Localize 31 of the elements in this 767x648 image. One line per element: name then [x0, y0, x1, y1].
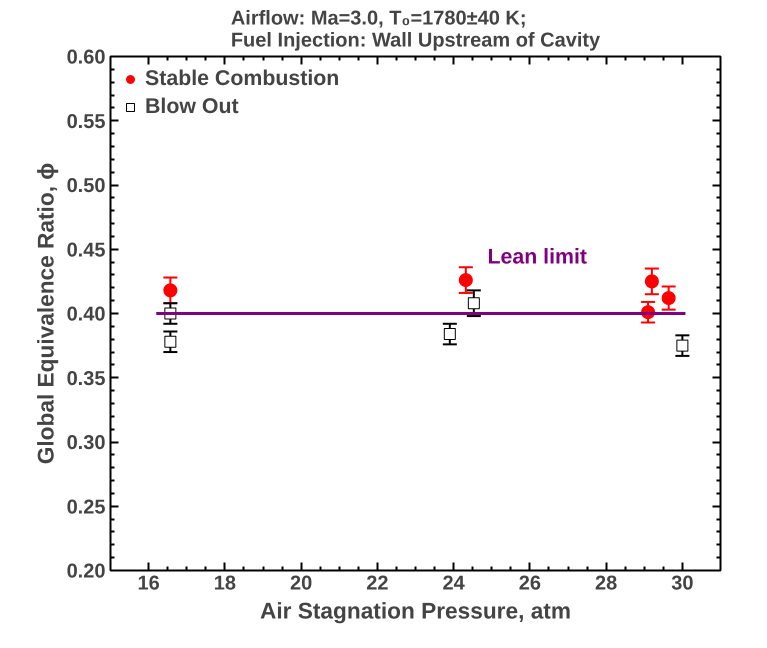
- point: [662, 291, 676, 306]
- y-tick-label: 0.50: [66, 175, 106, 197]
- x-tick-label: 16: [138, 572, 160, 594]
- x-tick-label: 30: [671, 572, 694, 594]
- legend-label: Stable Combustion: [145, 66, 340, 91]
- y-tick-label: 0.30: [66, 432, 106, 454]
- point: [676, 340, 688, 352]
- point: [644, 274, 659, 288]
- y-tick-label: 0.35: [66, 368, 106, 390]
- y-tick-label: 0.55: [66, 110, 106, 133]
- y-tick-label: 0.20: [66, 560, 106, 582]
- x-tick-label: 20: [290, 572, 312, 594]
- legend-label: Blow Out: [145, 94, 239, 119]
- x-tick-label: 22: [366, 572, 388, 594]
- text: Lean limit: [487, 244, 588, 268]
- y-tick-label: 0.45: [66, 239, 106, 262]
- y-tick-label: 0.40: [66, 304, 106, 326]
- x-tick-label: 26: [518, 572, 541, 594]
- point: [458, 273, 473, 288]
- point: [164, 336, 176, 348]
- point: [444, 328, 456, 340]
- x-tick-label: 24: [442, 572, 466, 594]
- x-tick-label: 28: [595, 572, 618, 594]
- y-tick-label: 0.60: [66, 46, 106, 68]
- point: [163, 283, 178, 298]
- y-tick-label: 0.25: [66, 496, 106, 518]
- point: [468, 297, 480, 310]
- x-axis-title: Air Stagnation Pressure, atm: [260, 598, 571, 624]
- y-axis-title: Global Equivalence Ratio, ϕ: [32, 162, 59, 464]
- chart-title: Airflow: Ma=3.0, T₀=1780±40 K; Fuel Injection: Wall Upstream of Cavity: [230, 8, 602, 52]
- x-tick-label: 18: [214, 572, 236, 594]
